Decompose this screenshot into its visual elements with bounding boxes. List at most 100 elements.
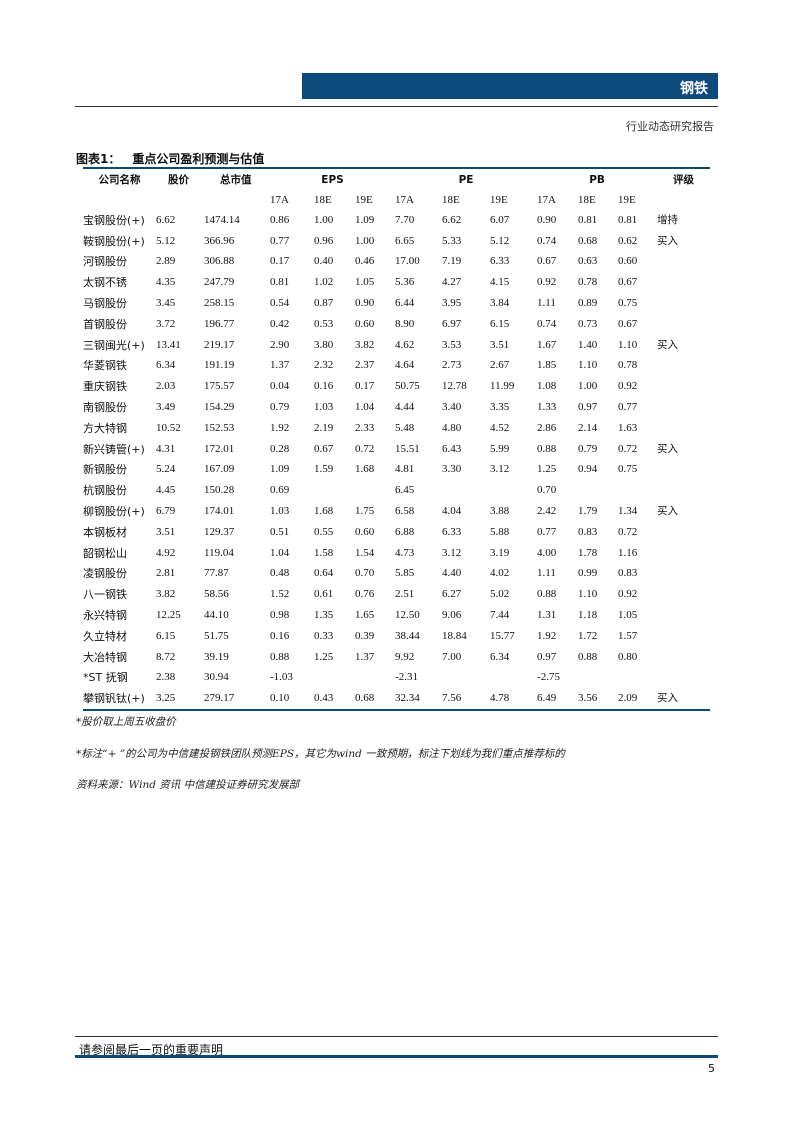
- rating: [657, 314, 710, 335]
- cell: 3.12: [442, 546, 462, 559]
- cell: 2.37: [355, 359, 375, 372]
- cell: 1.11: [537, 297, 556, 310]
- cell: 5.02: [490, 588, 510, 601]
- cell: 0.48: [270, 567, 290, 580]
- cell: 18.84: [442, 629, 467, 642]
- cell: 0.72: [618, 525, 638, 538]
- company-name: 马钢股份: [83, 297, 127, 311]
- cell: 77.87: [204, 567, 229, 580]
- cell: [618, 668, 657, 689]
- cell: [314, 668, 355, 689]
- cell: 3.12: [490, 463, 510, 476]
- rating: 买入: [657, 234, 679, 247]
- company-name: *ST 抚钢: [83, 671, 128, 685]
- cell: 0.77: [537, 525, 557, 538]
- cell: 174.01: [204, 505, 235, 518]
- cell: 3.19: [490, 546, 510, 559]
- cell: 6.34: [490, 650, 510, 663]
- cell: 0.61: [314, 588, 334, 601]
- cell: 1.31: [537, 609, 557, 622]
- footer-divider: [75, 1036, 718, 1037]
- cell: 6.62: [442, 213, 462, 226]
- cell: 6.44: [395, 297, 415, 310]
- footer-rule: [75, 1055, 718, 1058]
- company-name: 永兴特钢: [83, 609, 127, 623]
- cell: 0.88: [537, 588, 557, 601]
- table-top-rule: [83, 167, 710, 169]
- cell: 5.12: [490, 234, 510, 247]
- cell: 0.89: [578, 297, 598, 310]
- rating: [657, 605, 710, 626]
- cell: 0.67: [537, 255, 557, 268]
- subheader-0: 17A: [270, 193, 289, 206]
- cell: 2.42: [537, 505, 557, 518]
- table-row: 鞍钢股份(+) 5.12 366.96 0.77 0.96 1.00 6.65 5.33 5.1…: [83, 231, 710, 252]
- cell: 3.35: [490, 401, 510, 414]
- cell: 196.77: [204, 317, 235, 330]
- cell: 0.81: [578, 213, 598, 226]
- table-row: 杭钢股份 4.45 150.28 0.69 6.45 0.70: [83, 480, 710, 501]
- rating: 买入: [657, 338, 679, 351]
- cell: 3.80: [314, 338, 334, 351]
- subheader-1: 18E: [314, 193, 332, 206]
- cell: 1.09: [355, 213, 375, 226]
- cell: 1.72: [578, 629, 598, 642]
- table-row: 新兴铸管(+) 4.31 172.01 0.28 0.67 0.72 15.51 6.43 5.…: [83, 439, 710, 460]
- cell: 0.33: [314, 629, 334, 642]
- cell: 3.82: [156, 588, 176, 601]
- figure-caption: 重点公司盈利预测与估值: [132, 152, 265, 166]
- cell: 0.96: [314, 234, 334, 247]
- cell: 6.34: [156, 359, 176, 372]
- cell: 0.92: [618, 588, 638, 601]
- rating: [657, 668, 710, 689]
- table-row: 八一钢铁 3.82 58.56 1.52 0.61 0.76 2.51 6.27 5.02 0.8…: [83, 584, 710, 605]
- cell: 0.72: [355, 442, 375, 455]
- cell: 30.94: [204, 671, 229, 684]
- cell: 0.98: [270, 609, 290, 622]
- cell: 6.88: [395, 525, 415, 538]
- rating: 增持: [657, 213, 679, 226]
- rating: [657, 418, 710, 439]
- table-row: 马钢股份 3.45 258.15 0.54 0.87 0.90 6.44 3.95 3.84 1.…: [83, 293, 710, 314]
- report-type: 行业动态研究报告: [626, 120, 714, 133]
- subheader-blank: [657, 190, 710, 210]
- cell: 0.62: [618, 234, 638, 247]
- figure-title: 图表1： 重点公司盈利预测与估值: [76, 150, 264, 167]
- cell: 1.04: [270, 546, 290, 559]
- cell: 1.16: [618, 546, 638, 559]
- cell: 4.73: [395, 546, 415, 559]
- cell: 1.40: [578, 338, 598, 351]
- col-mcap: 总市值: [220, 173, 252, 186]
- cell: 1.05: [355, 276, 375, 289]
- cell: 6.49: [537, 692, 557, 705]
- rating: [657, 293, 710, 314]
- cell: 1.78: [578, 546, 598, 559]
- cell: 1474.14: [204, 213, 240, 226]
- col-name: 公司名称: [98, 173, 141, 186]
- cell: 1.25: [537, 463, 557, 476]
- cell: 6.15: [156, 629, 176, 642]
- cell: 0.90: [355, 297, 375, 310]
- cell: 5.24: [156, 463, 176, 476]
- cell: 4.80: [442, 421, 462, 434]
- cell: 0.67: [618, 317, 638, 330]
- cell: 1.00: [578, 380, 598, 393]
- rating: [657, 522, 710, 543]
- cell: 0.74: [537, 317, 557, 330]
- cell: 0.97: [578, 401, 598, 414]
- disclaimer-text: 请参阅最后一页的重要声明: [79, 1043, 224, 1057]
- figure-label: 图表1：: [76, 152, 121, 166]
- rating: [657, 626, 710, 647]
- cell: 247.79: [204, 276, 235, 289]
- cell: 1.58: [314, 546, 334, 559]
- cell: 129.37: [204, 525, 235, 538]
- cell: 4.04: [442, 505, 462, 518]
- source-note: 资料来源：Wind 资讯 中信建投证券研究发展部: [76, 779, 300, 791]
- subheader-3: 17A: [395, 193, 414, 206]
- cell: 0.60: [618, 255, 638, 268]
- cell: 8.72: [156, 650, 176, 663]
- cell: 3.88: [490, 505, 510, 518]
- cell: 2.38: [156, 671, 176, 684]
- cell: 2.67: [490, 359, 510, 372]
- cell: 11.99: [490, 380, 515, 393]
